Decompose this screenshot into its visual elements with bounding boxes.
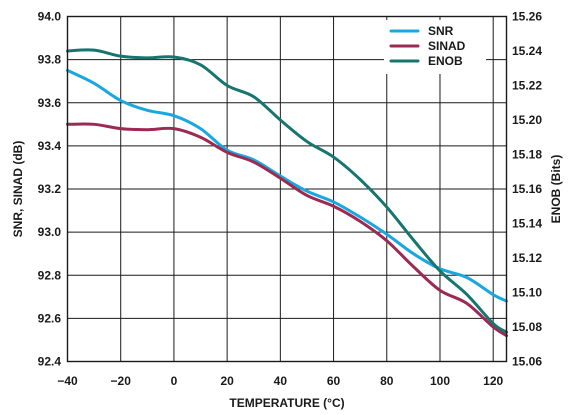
left-y-tick-label: 92.8 <box>38 268 62 282</box>
series-line-sinad <box>66 122 508 338</box>
x-tick-label: 60 <box>327 374 341 388</box>
legend: SNR SINAD ENOB <box>384 20 486 74</box>
right-y-tick-label: 15.06 <box>512 355 542 369</box>
right-y-tick-label: 15.20 <box>512 113 542 127</box>
x-axis-title: TEMPERATURE (°C) <box>229 396 344 410</box>
x-tick-label: 120 <box>483 374 503 388</box>
x-tick-label: −20 <box>111 374 132 388</box>
x-tick-label: 80 <box>380 374 394 388</box>
series-lines <box>66 48 508 338</box>
x-tick-label: 20 <box>220 374 234 388</box>
right-y-tick-label: 15.26 <box>512 10 542 24</box>
left-y-tick-label: 94.0 <box>38 10 62 24</box>
left-y-tick-label: 93.6 <box>38 96 62 110</box>
right-y-tick-label: 15.14 <box>512 217 542 231</box>
x-tick-label: −40 <box>57 374 78 388</box>
right-y-axis-title: ENOB (Bits) <box>549 155 563 224</box>
legend-label-enob: ENOB <box>428 54 463 68</box>
series-line-enob <box>66 48 508 334</box>
right-y-tick-label: 15.18 <box>512 148 542 162</box>
left-y-tick-label: 93.2 <box>38 182 62 196</box>
left-y-tick-labels: 92.4 92.6 92.8 93.0 93.2 93.4 93.6 93.8 94.0 <box>38 10 62 369</box>
right-y-tick-label: 15.08 <box>512 320 542 334</box>
left-y-tick-label: 92.6 <box>38 311 62 325</box>
x-tick-labels: −40 −20 0 20 40 60 80 100 120 <box>57 374 503 388</box>
series-line-snr <box>66 68 508 303</box>
right-y-tick-label: 15.24 <box>512 44 542 58</box>
legend-label-sinad: SINAD <box>428 39 466 53</box>
left-y-axis-title: SNR, SINAD (dB) <box>11 141 25 238</box>
right-y-tick-label: 15.22 <box>512 79 542 93</box>
x-tick-label: 0 <box>171 374 178 388</box>
right-y-tick-label: 15.16 <box>512 182 542 196</box>
x-tick-label: 40 <box>274 374 288 388</box>
left-y-tick-label: 93.4 <box>38 139 62 153</box>
x-tick-label: 100 <box>430 374 450 388</box>
left-y-tick-label: 93.0 <box>38 225 62 239</box>
right-y-tick-label: 15.12 <box>512 251 542 265</box>
left-y-tick-label: 92.4 <box>38 355 62 369</box>
right-y-tick-label: 15.10 <box>512 286 542 300</box>
plot-frame <box>66 15 508 363</box>
right-y-tick-labels: 15.06 15.08 15.10 15.12 15.14 15.16 15.18 15.20… <box>512 10 542 369</box>
legend-label-snr: SNR <box>428 24 454 38</box>
left-y-tick-label: 93.8 <box>38 53 62 67</box>
